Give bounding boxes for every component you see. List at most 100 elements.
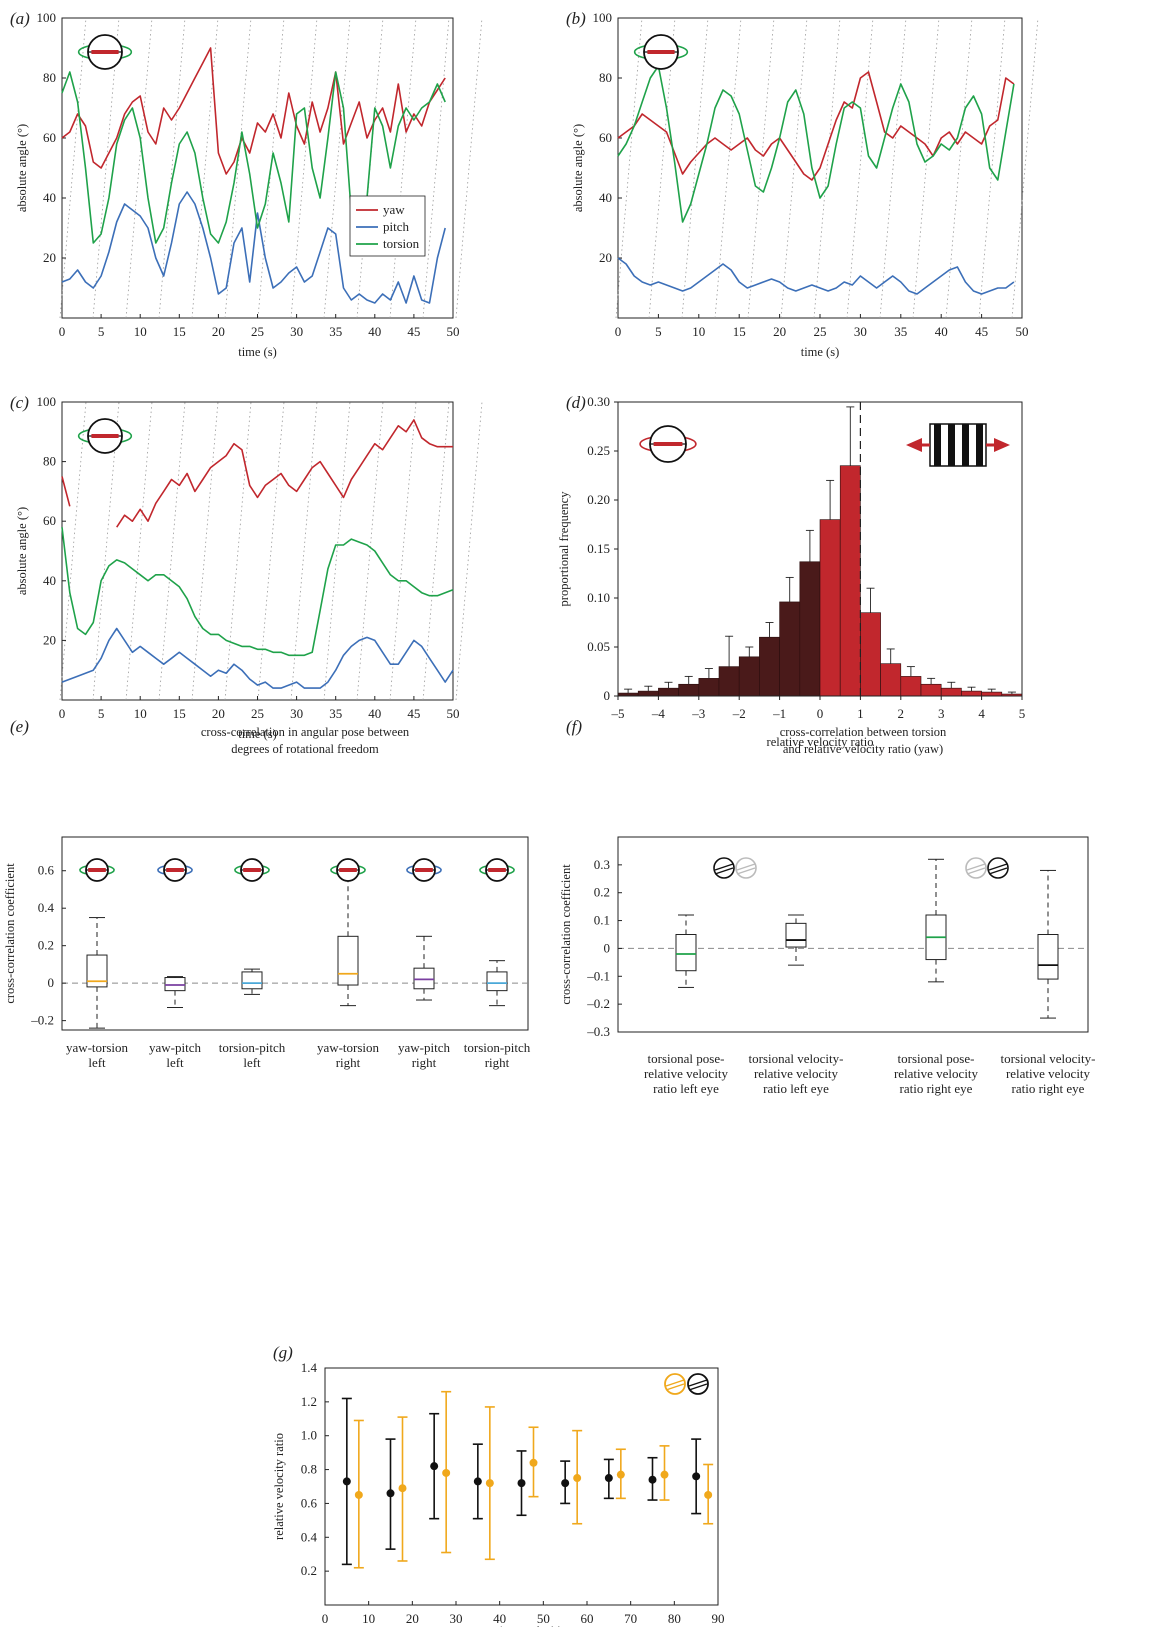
eye-stripe <box>966 867 986 875</box>
y-tick-label: 0.1 <box>594 913 610 928</box>
series-line-torsion <box>617 65 1015 223</box>
guide-line <box>846 17 874 319</box>
histogram-bar <box>940 687 962 697</box>
x-tick-label: 35 <box>894 324 907 339</box>
x-axis-label: time (s) <box>238 345 277 359</box>
eye-pair-icon <box>664 1373 709 1395</box>
box-body <box>1037 934 1059 980</box>
x-axis-label: torsion angle (°) <box>481 1624 562 1627</box>
box-body <box>86 954 108 988</box>
x-tick-label: 5 <box>98 324 105 339</box>
eye-stripe <box>736 863 756 871</box>
guide-line <box>59 401 87 701</box>
category-label: torsional pose- <box>898 1051 975 1066</box>
y-tick-label: 60 <box>599 130 612 145</box>
y-tick-label: 0.4 <box>301 1529 318 1544</box>
y-tick-label: 20 <box>43 250 56 265</box>
guide-line <box>1011 17 1039 319</box>
category-label: relative velocity <box>754 1066 839 1081</box>
y-tick-label: 0.2 <box>38 938 54 953</box>
y-axis-label: absolute angle (°) <box>571 124 585 212</box>
eye-band <box>88 868 106 872</box>
x-tick-label: –3 <box>691 706 705 721</box>
y-tick-label: 0.20 <box>587 492 610 507</box>
guide-line <box>455 17 483 319</box>
eye-stripe <box>714 867 734 875</box>
legend-label-pitch: pitch <box>383 219 409 234</box>
category-label: torsional pose- <box>648 1051 725 1066</box>
y-axis-label: absolute angle (°) <box>15 507 29 595</box>
y-tick-label: 0.8 <box>301 1462 317 1477</box>
x-tick-label: 0 <box>322 1611 329 1626</box>
data-point <box>485 1479 494 1488</box>
x-tick-label: 0 <box>59 324 66 339</box>
guide-line <box>191 17 219 319</box>
box-plot <box>1037 869 1059 1019</box>
eye-pair-icon <box>713 857 757 879</box>
double-arrow-icon <box>994 438 1010 452</box>
eye-rotation-icon <box>79 858 115 882</box>
y-axis-label: absolute angle (°) <box>15 124 29 212</box>
y-tick-label: 80 <box>43 454 56 469</box>
data-point <box>604 1474 613 1483</box>
eye-stripe <box>688 1383 708 1391</box>
category-label: ratio left eye <box>653 1081 719 1096</box>
y-tick-label: –0.1 <box>586 968 610 983</box>
eye-stripe <box>714 863 734 871</box>
y-tick-label: 0 <box>48 975 55 990</box>
eye-band <box>243 868 261 872</box>
category-label: yaw-torsion <box>66 1040 129 1055</box>
guide-line <box>191 401 219 701</box>
y-tick-label: 0.25 <box>587 443 610 458</box>
y-tick-label: 60 <box>43 513 56 528</box>
box-plot <box>164 976 186 1009</box>
x-tick-label: 0 <box>817 706 824 721</box>
box-plot <box>413 935 435 1001</box>
double-arrow-icon <box>906 438 922 452</box>
y-tick-label: –0.2 <box>586 996 610 1011</box>
y-tick-label: 1.4 <box>301 1360 318 1375</box>
box-plot <box>675 914 697 988</box>
grating-stripe <box>962 424 969 466</box>
box-plot <box>486 960 508 1007</box>
chart-title-line1: cross-correlation in angular pose betwee… <box>201 725 410 739</box>
data-point <box>354 1490 363 1499</box>
chart-title-line1: cross-correlation between torsion <box>780 725 947 739</box>
plot-frame <box>61 401 454 701</box>
y-tick-label: 0.6 <box>301 1495 318 1510</box>
y-tick-label: 20 <box>43 632 56 647</box>
category-label: left <box>88 1055 106 1070</box>
histogram-bar <box>779 601 801 697</box>
x-tick-label: 15 <box>733 324 746 339</box>
panel-label: (a) <box>10 9 30 28</box>
eye-band <box>647 50 675 54</box>
panel-label: (d) <box>566 393 586 412</box>
guide-line <box>323 401 351 701</box>
eye-stripe <box>736 867 756 875</box>
series-line-yaw <box>61 419 453 528</box>
eye-stripe <box>966 863 986 871</box>
y-tick-label: 100 <box>37 394 57 409</box>
eye-stripe <box>988 863 1008 871</box>
data-point <box>573 1474 582 1483</box>
data-point <box>692 1472 701 1481</box>
histogram-bar <box>981 691 1003 697</box>
eye-band <box>415 868 433 872</box>
x-tick-label: 20 <box>773 324 786 339</box>
grating-stimulus-icon <box>906 423 1010 467</box>
data-point <box>517 1479 526 1488</box>
series-line-pitch <box>617 257 1015 295</box>
data-point <box>430 1462 439 1471</box>
histogram-bar <box>738 656 760 697</box>
box-plot <box>925 858 947 983</box>
histogram-bar <box>839 465 861 697</box>
y-tick-label: –0.3 <box>586 1024 610 1039</box>
eye-rotation-icon <box>234 858 270 882</box>
y-tick-label: 80 <box>43 70 56 85</box>
y-tick-label: 0 <box>604 940 611 955</box>
x-tick-label: 30 <box>854 324 867 339</box>
series-line-pitch <box>61 627 454 689</box>
x-tick-label: 4 <box>978 706 985 721</box>
y-tick-label: 0.30 <box>587 394 610 409</box>
eye-band <box>488 868 506 872</box>
